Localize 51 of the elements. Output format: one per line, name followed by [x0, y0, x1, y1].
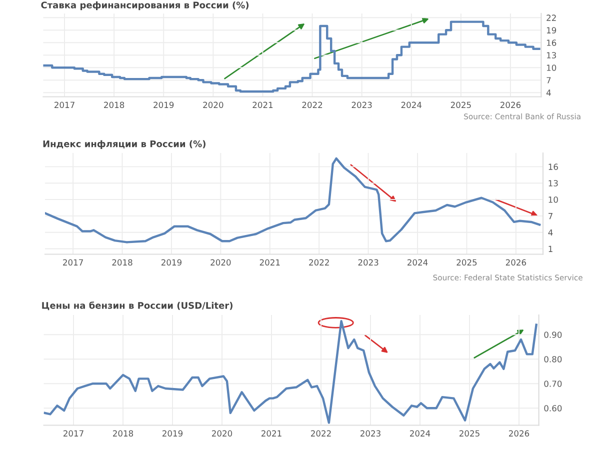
y-tick-label: 4 — [548, 229, 553, 236]
x-tick-label: 2018 — [113, 430, 134, 437]
y-tick-label: 13 — [548, 180, 558, 186]
x-tick-label: 2024 — [408, 259, 428, 266]
y-tick-label: 0.60 — [544, 405, 562, 412]
chart-title: Цены на бензин в России (USD/Liter) — [42, 302, 232, 310]
x-tick-label: 2024 — [401, 102, 422, 108]
x-tick-label: 2026 — [509, 430, 530, 437]
x-tick-label: 2018 — [112, 259, 132, 266]
line-series — [45, 157, 541, 244]
y-tick-label: 7 — [546, 77, 551, 84]
chart-title: Индекс инфляции в России (%) — [43, 140, 206, 149]
y-tick-label: 10 — [546, 64, 556, 71]
x-tick-label: 2023 — [352, 102, 372, 108]
x-tick-label: 2017 — [54, 102, 74, 108]
x-tick-label: 2021 — [260, 259, 280, 266]
x-tick-label: 2023 — [358, 259, 378, 266]
y-tick-label: 0.70 — [544, 380, 562, 387]
x-tick-label: 2021 — [252, 102, 273, 108]
x-tick-label: 2019 — [162, 430, 183, 437]
x-tick-label: 2022 — [311, 430, 331, 437]
x-tick-label: 2023 — [360, 430, 380, 437]
y-tick-label: 22 — [546, 14, 556, 21]
y-tick-label: 1 — [548, 246, 552, 252]
chart-title: Ставка рефинансирования в России (%) — [41, 1, 249, 10]
x-tick-label: 2017 — [63, 259, 83, 266]
x-tick-label: 2017 — [64, 430, 84, 437]
x-tick-label: 2025 — [456, 259, 477, 266]
x-tick-label: 2021 — [262, 430, 282, 437]
y-tick-label: 10 — [548, 196, 558, 203]
y-tick-label: 0.90 — [544, 332, 562, 338]
y-tick-label: 16 — [548, 164, 558, 170]
x-tick-label: 2025 — [460, 430, 480, 437]
x-tick-label: 2020 — [210, 259, 231, 266]
y-tick-label: 0.80 — [544, 356, 562, 362]
x-tick-label: 2019 — [154, 102, 174, 108]
x-tick-label: 2022 — [302, 102, 322, 108]
y-tick-label: 19 — [546, 27, 556, 34]
x-tick-label: 2019 — [161, 259, 182, 266]
y-tick-label: 4 — [546, 90, 551, 96]
x-tick-label: 2022 — [309, 259, 329, 266]
y-tick-label: 7 — [548, 213, 552, 220]
x-tick-label: 2020 — [203, 102, 224, 108]
x-tick-label: 2026 — [506, 259, 526, 266]
x-tick-label: 2024 — [410, 430, 430, 437]
x-tick-label: 2020 — [212, 430, 232, 437]
x-tick-label: 2018 — [104, 102, 124, 108]
x-tick-label: 2025 — [450, 102, 471, 108]
x-tick-label: 2026 — [500, 102, 521, 108]
y-tick-label: 16 — [546, 40, 556, 46]
y-tick-label: 13 — [546, 52, 556, 58]
